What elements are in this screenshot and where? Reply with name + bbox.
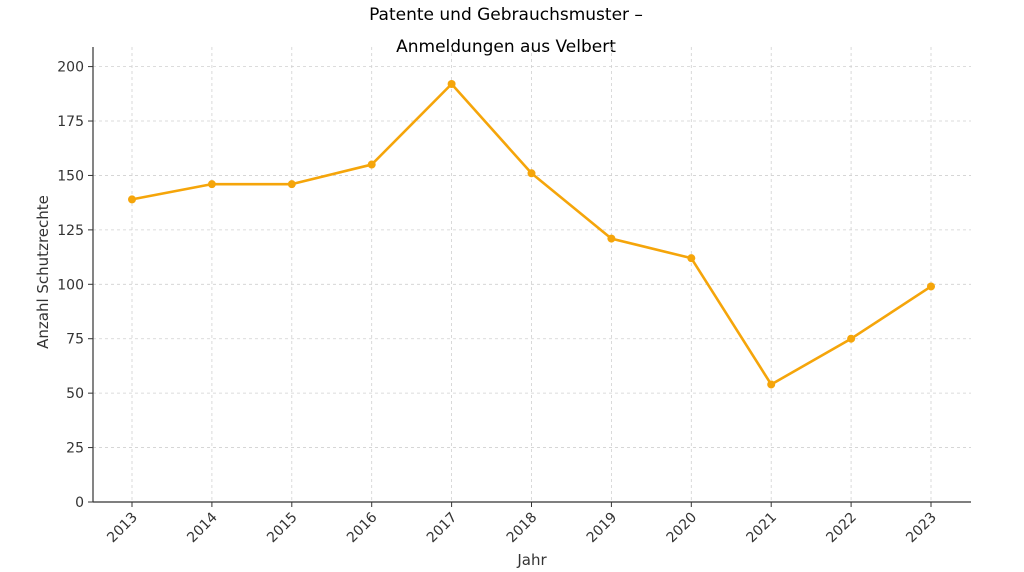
x-tick-label: 2019 bbox=[584, 510, 621, 547]
data-point bbox=[288, 180, 296, 188]
data-point bbox=[528, 169, 536, 177]
x-tick-label: 2021 bbox=[744, 510, 781, 547]
x-tick-label: 2023 bbox=[903, 510, 940, 547]
x-tick-label: 2018 bbox=[504, 510, 541, 547]
data-point bbox=[208, 180, 216, 188]
y-tick-label: 175 bbox=[57, 114, 84, 130]
y-axis-label: Anzahl Schutzrechte bbox=[34, 195, 52, 349]
axes bbox=[93, 47, 971, 502]
chart-title-line-1: Patente und Gebrauchsmuster – bbox=[369, 5, 643, 25]
x-axis-label: Jahr bbox=[516, 551, 547, 569]
y-tick-label: 50 bbox=[66, 386, 84, 402]
data-point bbox=[847, 335, 855, 343]
y-tick-label: 125 bbox=[57, 223, 84, 239]
x-tick-label: 2022 bbox=[823, 510, 860, 547]
data-point bbox=[368, 161, 376, 169]
y-tick-label: 25 bbox=[66, 441, 84, 457]
grid bbox=[93, 47, 971, 502]
x-tick-label: 2020 bbox=[664, 510, 701, 547]
x-tick-label: 2014 bbox=[184, 509, 221, 546]
x-ticks: 2013 2014 2015 2016 2017 2018 2019 2020 2021 2022… bbox=[104, 502, 940, 546]
data-point bbox=[128, 195, 136, 203]
y-tick-label: 100 bbox=[57, 277, 84, 293]
y-tick-label: 75 bbox=[66, 332, 84, 348]
x-tick-label: 2013 bbox=[104, 510, 141, 547]
chart-title-line-2: Anmeldungen aus Velbert bbox=[396, 37, 616, 57]
y-tick-label: 0 bbox=[75, 495, 84, 511]
data-point bbox=[767, 380, 775, 388]
data-point bbox=[687, 254, 695, 262]
data-point bbox=[448, 80, 456, 88]
x-tick-label: 2017 bbox=[424, 510, 461, 547]
data-point bbox=[927, 282, 935, 290]
data-point bbox=[607, 235, 615, 243]
y-tick-label: 200 bbox=[57, 60, 84, 76]
x-tick-label: 2015 bbox=[264, 510, 301, 547]
x-tick-label: 2016 bbox=[344, 509, 381, 546]
y-ticks: 0 25 50 75 100 125 150 175 200 bbox=[57, 60, 93, 511]
y-tick-label: 150 bbox=[57, 168, 84, 184]
